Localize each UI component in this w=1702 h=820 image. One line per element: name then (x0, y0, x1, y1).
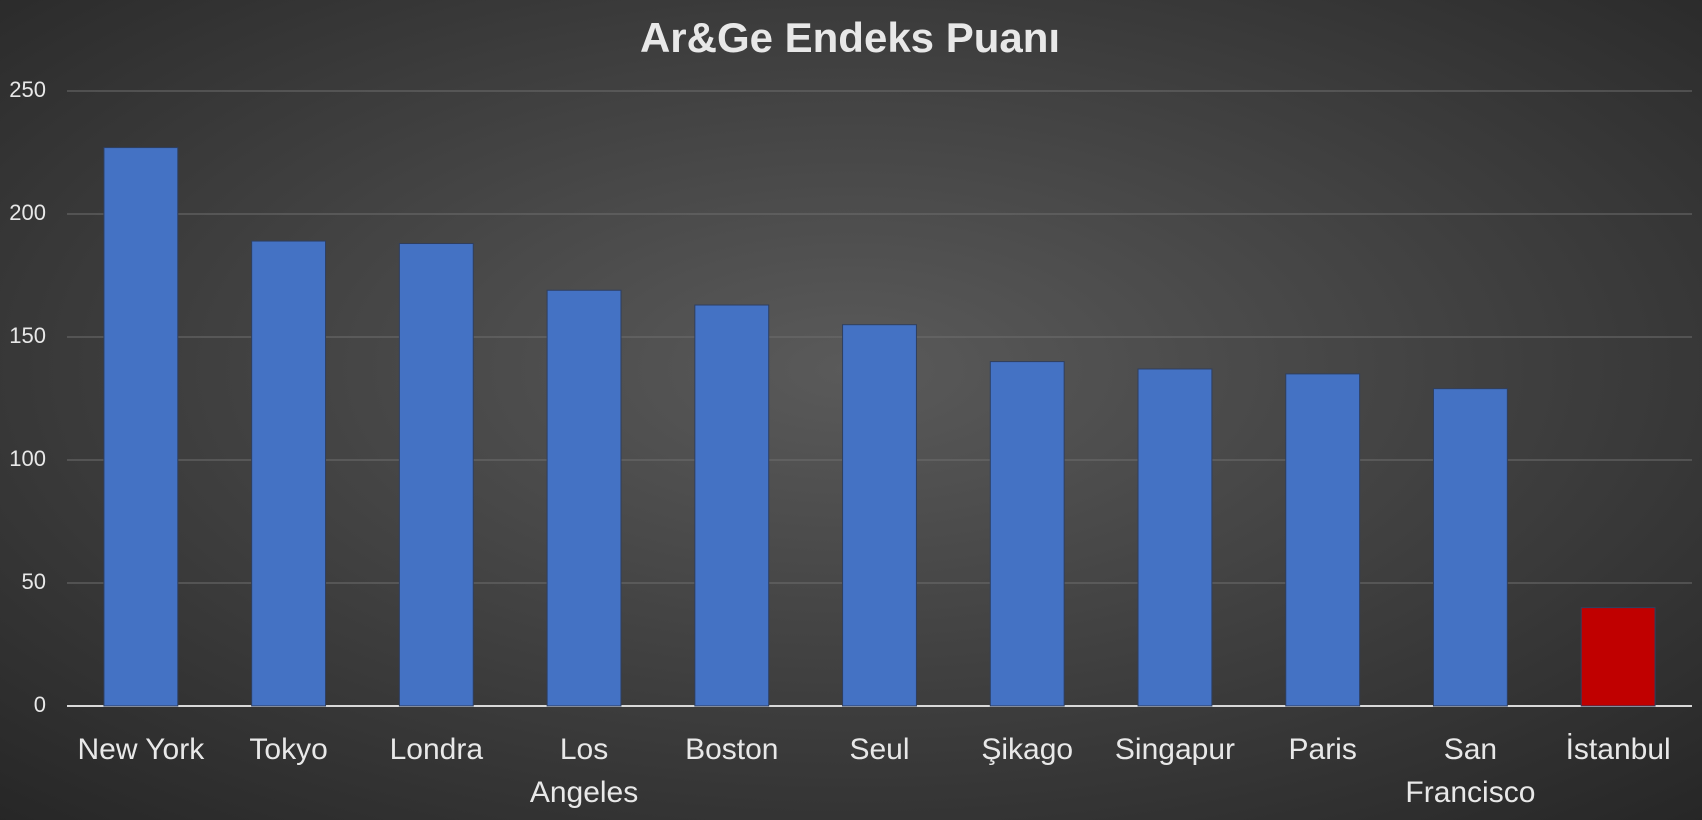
chart-title: Ar&Ge Endeks Puanı (640, 14, 1060, 61)
bar (989, 361, 1065, 707)
x-tick-label: Los Angeles (530, 733, 638, 809)
x-tick-label: Seul (849, 733, 909, 766)
y-tick-label: 0 (34, 692, 46, 717)
bar (1432, 388, 1508, 707)
bar (1137, 368, 1213, 707)
bar (1580, 607, 1656, 707)
bar (251, 240, 327, 707)
bar (546, 289, 622, 707)
y-tick-label: 250 (9, 77, 46, 102)
x-tick-label: Boston (685, 733, 778, 766)
bar (694, 304, 770, 707)
x-tick-label: Tokyo (249, 733, 327, 766)
bar (103, 147, 179, 707)
y-tick-label: 100 (9, 446, 46, 471)
y-tick-label: 150 (9, 323, 46, 348)
x-tick-label: Londra (390, 733, 484, 766)
x-tick-label: San Francisco (1405, 733, 1535, 809)
bar (842, 324, 917, 707)
x-tick-label: Şikago (981, 733, 1073, 766)
x-tick-label: Paris (1289, 733, 1357, 766)
bar (1285, 373, 1361, 707)
x-tick-label: New York (77, 733, 205, 766)
y-tick-label: 200 (9, 200, 46, 225)
x-tick-label: Singapur (1115, 733, 1235, 766)
x-tick-label: İstanbul (1566, 733, 1671, 766)
bar (398, 243, 474, 707)
y-tick-label: 50 (22, 569, 46, 594)
